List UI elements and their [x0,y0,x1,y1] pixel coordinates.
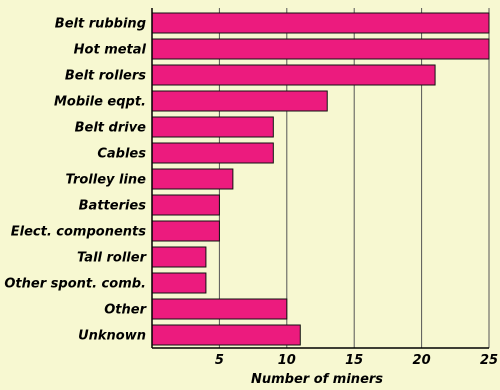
category-label: Hot metal [74,43,147,58]
bar-other [151,298,288,320]
category-label: Cables [97,147,146,162]
x-tick-label-20: 20 [413,353,431,368]
bars [151,12,490,346]
bar-belt-rubbing [151,12,490,34]
category-label: Other [104,303,147,318]
bar-other-spont-comb [151,272,207,294]
bar-batteries [151,194,220,216]
bar-mobile-eqpt [151,90,328,112]
bar-cables [151,142,274,164]
bar-belt-drive [151,116,274,138]
axes [151,8,489,349]
x-tick-label-15: 15 [345,353,363,368]
category-labels: Belt rubbing Hot metal Belt rollers Mobile … [4,17,147,344]
category-label: Unknown [78,329,146,344]
bar-belt-rollers [151,64,436,86]
category-label: Tall roller [77,251,148,266]
category-label: Belt drive [75,121,147,136]
category-label: Other spont. comb. [4,277,146,292]
category-label: Mobile eqpt. [54,95,146,110]
category-label: Elect. components [11,225,146,240]
bar-trolley-line [151,168,234,190]
bar-elect-components [151,220,220,242]
x-tick-label-25: 25 [480,353,498,368]
bar-tall-roller [151,246,207,268]
bar-hot-metal [151,38,490,60]
category-label: Batteries [79,199,147,214]
x-tick-labels: 5 10 15 20 25 [215,353,498,368]
category-label: Belt rubbing [55,17,146,32]
category-label: Trolley line [66,173,147,188]
x-axis-title: Number of miners [251,372,383,386]
category-label: Belt rollers [65,69,146,84]
x-tick-label-10: 10 [278,353,296,368]
x-tick-label-5: 5 [215,353,224,368]
bar-unknown [151,324,301,346]
